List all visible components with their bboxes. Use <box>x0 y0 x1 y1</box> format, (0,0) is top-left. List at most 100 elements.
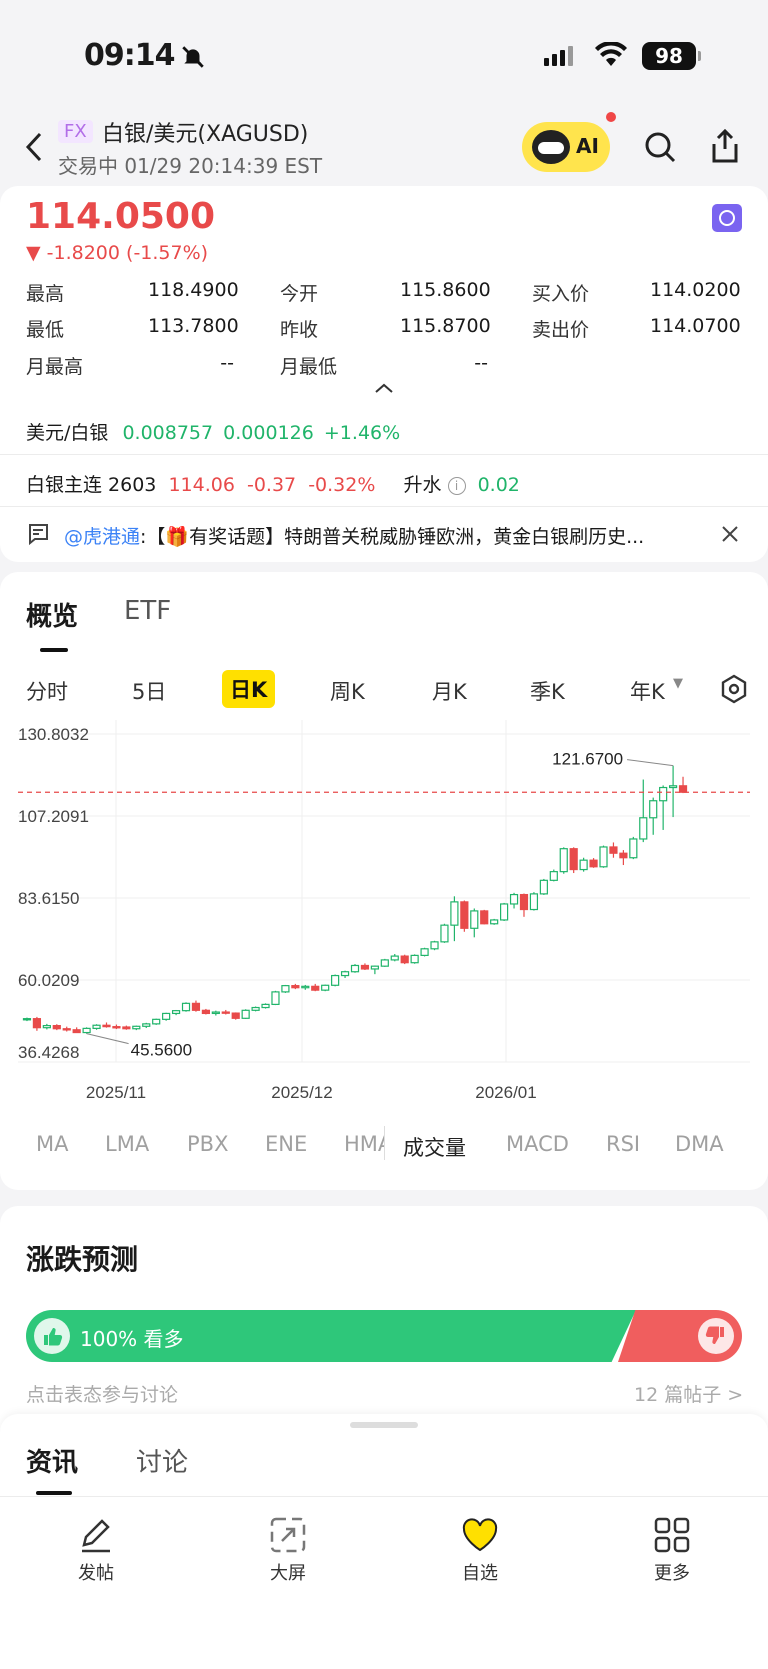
futures-price: 114.06 <box>168 474 235 496</box>
bull-percent: 100% 看多 <box>80 1327 184 1351</box>
period-tab-daily[interactable]: 日K <box>222 670 276 708</box>
indicator-volume[interactable]: 成交量 <box>403 1136 466 1160</box>
tab-discuss[interactable]: 讨论 <box>136 1448 189 1478</box>
settings-badge-icon[interactable] <box>712 204 742 232</box>
bottom-nav: 发帖 大屏 自选 更多 <box>0 1497 768 1669</box>
x-tick-label: 2025/12 <box>271 1083 332 1100</box>
grid-icon <box>654 1517 690 1553</box>
robot-icon <box>532 130 570 164</box>
candle-body <box>619 852 628 859</box>
candle-body <box>678 785 688 793</box>
period-tab-weekly[interactable]: 周K <box>330 680 365 704</box>
candle-body <box>370 965 379 970</box>
period-tab-5day[interactable]: 5日 <box>132 680 167 704</box>
info-icon[interactable]: i <box>447 476 466 495</box>
indicator-ma[interactable]: MA <box>36 1132 69 1156</box>
period-tab-monthly[interactable]: 月K <box>432 680 467 704</box>
candle-body <box>311 985 320 991</box>
candle-body <box>509 893 519 905</box>
indicator-lma[interactable]: LMA <box>105 1132 150 1156</box>
candle-body <box>331 974 340 986</box>
stat-bid-value: 114.0200 <box>650 279 741 301</box>
candle-body <box>490 919 499 925</box>
indicator-hma[interactable]: HMA <box>344 1132 384 1156</box>
nav-fullscreen[interactable]: 大屏 <box>238 1515 338 1585</box>
indicator-pbx[interactable]: PBX <box>187 1132 229 1156</box>
tab-news[interactable]: 资讯 <box>26 1448 79 1478</box>
price-change: ▼ -1.8200 (-1.57%) <box>26 242 209 264</box>
close-icon[interactable] <box>720 524 740 544</box>
news-ticker[interactable]: @虎港通:【🎁有奖话题】特朗普关税威胁锤欧洲，黄金白银刷历史... <box>64 522 700 549</box>
futures-change: -0.37 <box>246 474 297 496</box>
candle-body <box>132 1025 141 1030</box>
candle-body <box>559 848 568 873</box>
y-tick-label: 107.2091 <box>18 807 89 826</box>
period-tab-yearly[interactable]: 年K <box>630 680 665 704</box>
period-tab-quarterly[interactable]: 季K <box>530 680 565 704</box>
candle-body <box>211 1011 220 1015</box>
battery-icon: 98 <box>642 42 701 70</box>
candle-body <box>171 1010 181 1015</box>
indicator-ene[interactable]: ENE <box>265 1132 308 1156</box>
tab-etf[interactable]: ETF <box>124 596 172 626</box>
fx-badge: FX <box>58 120 93 143</box>
y-tick-label: 60.0209 <box>18 971 79 990</box>
x-tick-label: 2025/11 <box>86 1083 146 1100</box>
back-arrow-icon[interactable] <box>22 130 46 164</box>
nav-post[interactable]: 发帖 <box>46 1515 146 1585</box>
stat-high-value: 118.4900 <box>148 279 239 301</box>
nav-more-label: 更多 <box>654 1563 690 1584</box>
candle-body <box>340 971 350 977</box>
prediction-hint[interactable]: 点击表态参与讨论 <box>26 1384 179 1406</box>
search-icon[interactable] <box>644 130 676 164</box>
candle-body <box>241 1009 250 1019</box>
high-label: 121.6700 <box>552 750 623 769</box>
candle-body <box>221 1011 230 1014</box>
candle-body <box>152 1018 161 1025</box>
candle-body <box>440 924 449 943</box>
stat-high-label: 最高 <box>26 283 65 305</box>
indicator-dma[interactable]: DMA <box>675 1132 724 1156</box>
candle-body <box>22 1018 32 1021</box>
thumbs-down-icon[interactable] <box>698 1318 734 1354</box>
nav-watchlist[interactable]: 自选 <box>430 1515 530 1585</box>
nav-post-label: 发帖 <box>78 1563 114 1584</box>
candle-body <box>500 903 509 921</box>
candle-body <box>569 848 578 871</box>
indicator-rsi[interactable]: RSI <box>606 1132 641 1156</box>
sheet-handle[interactable] <box>350 1422 418 1428</box>
tab-underline <box>40 648 68 652</box>
candlestick-chart[interactable]: 130.8032 107.2091 83.6150 60.0209 36.4268 202… <box>0 720 768 1100</box>
candle-body <box>649 800 658 819</box>
share-icon[interactable] <box>710 128 740 164</box>
silent-bell-icon <box>182 46 204 68</box>
heart-icon <box>462 1518 498 1552</box>
candle-body <box>62 1028 71 1031</box>
ai-label: AI <box>576 134 599 158</box>
news-mention[interactable]: @虎港通 <box>64 526 141 548</box>
collapse-chevron-icon[interactable] <box>374 382 394 394</box>
ai-assistant-button[interactable]: AI <box>522 112 616 172</box>
candle-body <box>191 1002 201 1011</box>
chevron-down-icon[interactable]: ▼ <box>673 676 683 691</box>
stat-month-high-label: 月最高 <box>26 356 84 378</box>
nav-more[interactable]: 更多 <box>622 1515 722 1585</box>
period-tab-intraday[interactable]: 分时 <box>26 680 68 704</box>
candle-body <box>430 941 439 950</box>
posts-link[interactable]: 12 篇帖子 > <box>634 1384 744 1406</box>
chart-settings-icon[interactable] <box>720 674 748 704</box>
indicator-macd[interactable]: MACD <box>506 1132 569 1156</box>
bull-vote-bar[interactable] <box>26 1310 636 1362</box>
tab-overview[interactable]: 概览 <box>26 602 79 632</box>
low-label: 45.5600 <box>131 1041 192 1060</box>
stat-month-low-value: -- <box>474 352 488 374</box>
bottom-sheet <box>0 1414 768 1502</box>
inverse-quote-row[interactable]: 美元/白银 0.008757 0.000126 +1.46% <box>26 418 400 445</box>
divider <box>0 506 768 507</box>
candle-body <box>549 871 558 881</box>
futures-pct: -0.32% <box>308 474 376 496</box>
futures-row[interactable]: 白银主连 2603 114.06 -0.37 -0.32% 升水 i 0.02 <box>26 470 520 497</box>
nav-watchlist-label: 自选 <box>462 1563 498 1584</box>
y-tick-label: 83.6150 <box>18 889 79 908</box>
thumbs-up-icon[interactable] <box>34 1318 70 1354</box>
